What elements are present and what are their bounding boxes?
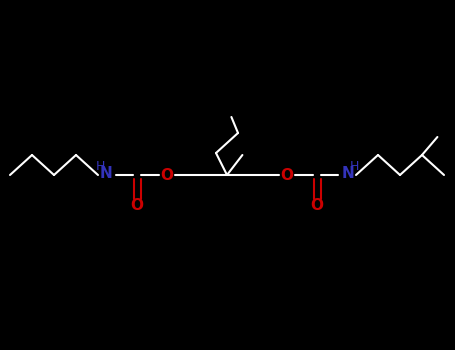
Text: N: N: [100, 167, 112, 182]
Text: O: O: [131, 198, 143, 214]
Text: H: H: [95, 160, 105, 173]
Text: O: O: [310, 198, 324, 214]
Text: O: O: [280, 168, 293, 182]
Text: N: N: [342, 167, 354, 182]
Text: H: H: [349, 160, 359, 173]
Text: O: O: [161, 168, 173, 182]
